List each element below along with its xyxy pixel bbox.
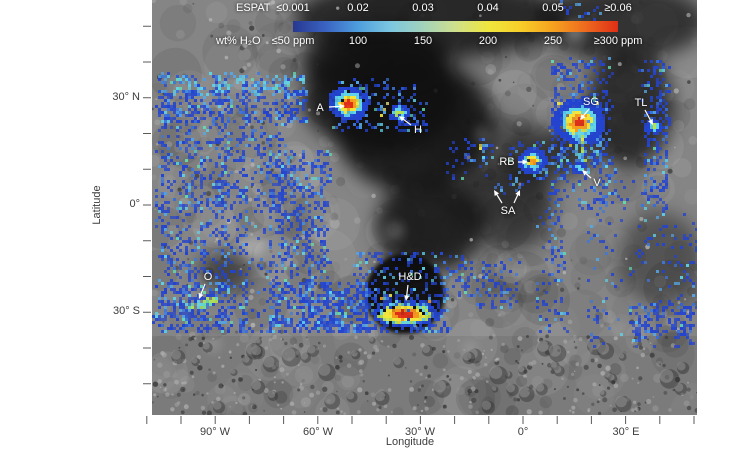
x-tick-label: 30° W [404, 426, 436, 438]
annotation-label: H [414, 124, 422, 136]
h2o-row-title: wt% H₂O [216, 35, 261, 47]
espat-row-title: ESPAT [236, 2, 271, 14]
y-tick-label: 30° S [112, 305, 140, 317]
legend-h2o-value: 200 [478, 35, 498, 47]
x-tick-label: 90° W [199, 426, 231, 438]
legend-h2o-value: 250 [543, 35, 563, 47]
legend-h2o-value: ≥300 ppm [593, 35, 643, 47]
annotation-label: SA [500, 205, 516, 217]
legend-h2o-value: 100 [348, 35, 368, 47]
annotation-label: V [593, 177, 601, 189]
y-axis-title: Latitude [91, 185, 103, 225]
annotation-label: RB [499, 156, 515, 168]
annotation-label: SG [583, 96, 599, 108]
moon-surface-image [152, 0, 697, 415]
x-tick-label: 0° [517, 426, 529, 438]
annotation-label: TL [634, 97, 648, 109]
legend-espat-value: 0.04 [477, 2, 499, 14]
legend-espat-value: 0.02 [347, 2, 369, 14]
annotation-label: O [203, 271, 213, 283]
colorbar-gradient [293, 21, 618, 32]
y-tick-label: 0° [129, 198, 140, 210]
x-tick-label: 60° W [302, 426, 334, 438]
y-tick-label: 30° N [112, 91, 140, 103]
legend-h2o-value: ≤50 ppm [271, 35, 315, 47]
legend-espat-value: ≤0.001 [276, 2, 310, 14]
legend-espat-value: 0.03 [412, 2, 434, 14]
colorbar-legend: ESPAT ≤0.001 0.02 0.03 0.04 0.05 ≥0.06 w… [152, 0, 697, 55]
legend-espat-value: 0.05 [542, 2, 564, 14]
lunar-map: ESPAT ≤0.001 0.02 0.03 0.04 0.05 ≥0.06 w… [152, 0, 697, 415]
x-axis-title: Longitude [385, 436, 435, 448]
legend-h2o-value: 150 [413, 35, 433, 47]
annotation-label: H&D [398, 271, 422, 283]
annotation-label: A [316, 102, 324, 114]
legend-espat-value: ≥0.06 [604, 2, 632, 14]
x-tick-label: 30° E [612, 426, 640, 438]
